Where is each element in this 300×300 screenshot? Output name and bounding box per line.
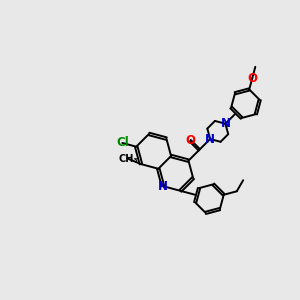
Text: O: O [185, 134, 195, 147]
Text: N: N [205, 133, 215, 146]
Text: N: N [220, 117, 230, 130]
Text: O: O [247, 72, 257, 85]
Text: Cl: Cl [116, 136, 129, 149]
Text: N: N [158, 180, 168, 193]
Text: CH₃: CH₃ [118, 154, 138, 164]
